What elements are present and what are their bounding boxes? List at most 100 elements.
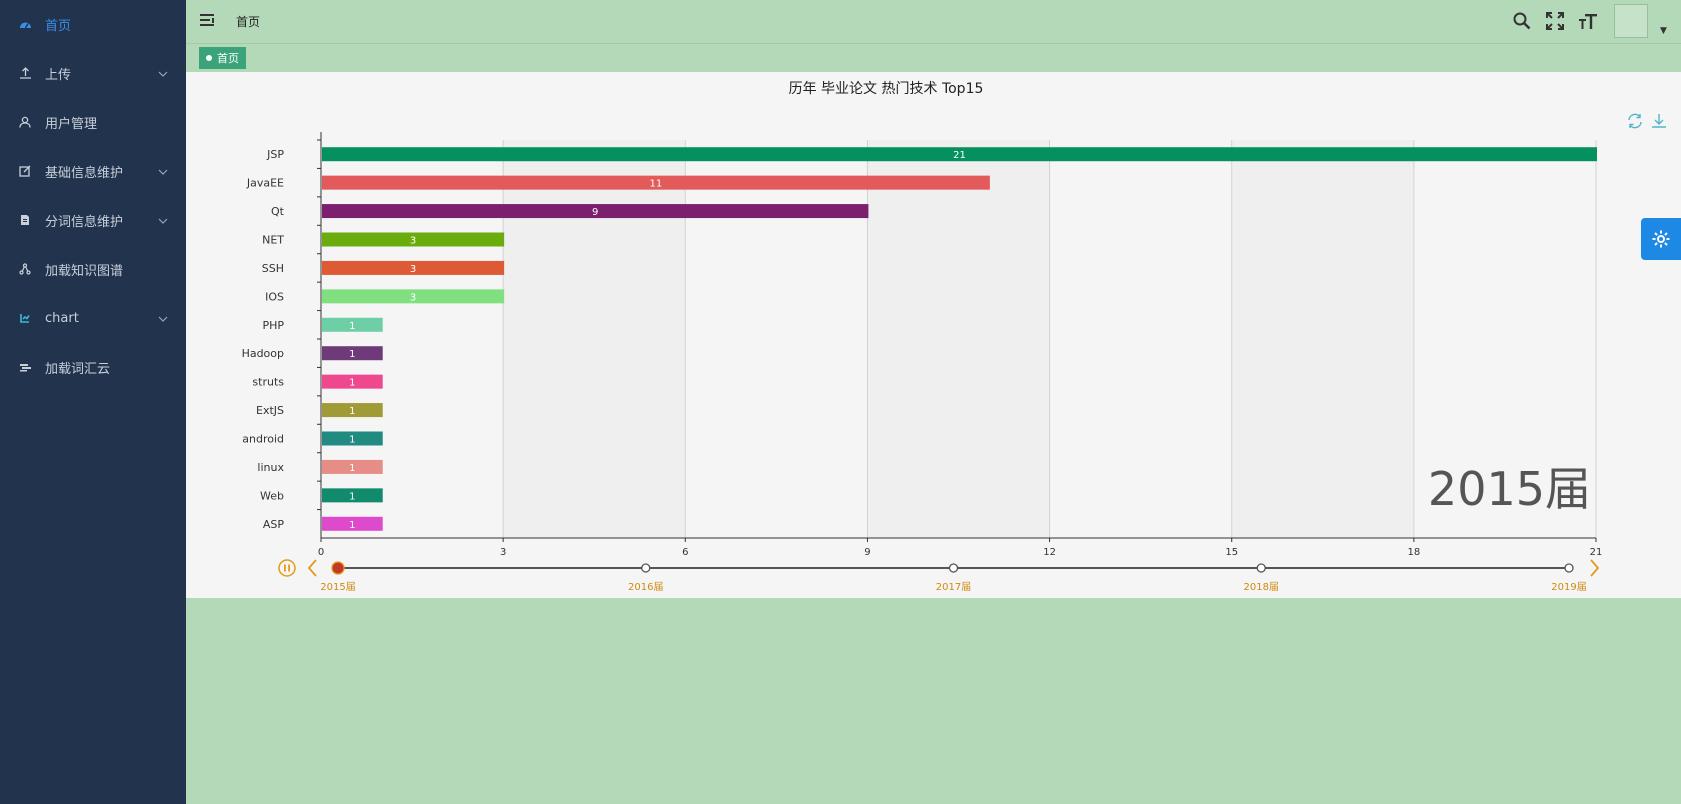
sidebar: 首页上传用户管理基础信息维护 分词信息维护 加载知识图谱 chart 加载词汇云 [0, 0, 186, 804]
avatar-dropdown-caret-icon[interactable]: ▼ [1660, 26, 1667, 36]
settings-gear-icon[interactable] [1641, 218, 1681, 260]
category-label: struts [252, 376, 284, 389]
timeline-point[interactable] [331, 561, 345, 575]
font-size-icon[interactable] [1577, 10, 1599, 32]
x-tick-label: 15 [1225, 547, 1238, 558]
bar [322, 175, 990, 190]
edit-icon [18, 164, 32, 178]
timeline-label[interactable]: 2015届 [320, 581, 355, 593]
cloud-icon [18, 360, 32, 374]
avatar[interactable] [1614, 4, 1648, 38]
timeline-point[interactable] [948, 563, 959, 573]
sidebar-item-3[interactable]: 基础信息维护 [0, 151, 186, 191]
sidebar-item-label: 分词信息维护 [45, 214, 124, 230]
bar [322, 374, 383, 389]
category-label: Hadoop [242, 347, 284, 360]
document-icon [18, 213, 32, 227]
bar [322, 488, 383, 503]
year-watermark: 2015届 [1428, 462, 1591, 516]
sidebar-item-label: 上传 [45, 67, 72, 83]
x-tick-label: 6 [682, 547, 688, 558]
category-label: Web [260, 489, 284, 502]
timeline-label[interactable]: 2019届 [1551, 581, 1586, 593]
restore-icon[interactable] [1628, 113, 1642, 129]
bar [322, 431, 383, 446]
top-header: 首页 ▼ [186, 0, 1681, 44]
sidebar-item-label: 加载知识图谱 [45, 263, 124, 279]
sidebar-item-1[interactable]: 上传 [0, 53, 186, 93]
sidebar-item-6[interactable]: chart [0, 298, 186, 338]
tag-active-dot-icon [206, 55, 212, 61]
bar [322, 232, 505, 247]
chevron-down-icon [158, 165, 168, 178]
sidebar-item-5[interactable]: 加载知识图谱 [0, 249, 186, 289]
timeline-label[interactable]: 2016届 [628, 581, 663, 593]
search-icon[interactable] [1511, 10, 1533, 32]
timeline-point[interactable] [641, 563, 651, 573]
bar-value-label: 1 [349, 520, 355, 531]
bar-value-label: 3 [410, 236, 416, 247]
chart-title: 历年 毕业论文 热门技术 Top15 [789, 81, 984, 97]
timeline-label[interactable]: 2018届 [1244, 581, 1279, 593]
bar-value-label: 1 [349, 491, 355, 502]
tags-view: 首页 [186, 44, 1681, 72]
sidebar-item-0[interactable]: 首页 [0, 4, 186, 44]
sidebar-item-label: 加载词汇云 [45, 361, 111, 377]
bar-value-label: 3 [410, 292, 416, 303]
tag-home[interactable]: 首页 [199, 47, 246, 69]
sidebar-item-label: 基础信息维护 [45, 165, 124, 181]
bar [322, 459, 383, 474]
category-label: ExtJS [256, 404, 284, 417]
bar-value-label: 11 [650, 179, 663, 190]
download-icon[interactable] [1652, 114, 1666, 128]
bar-value-label: 1 [349, 378, 355, 389]
bar [322, 147, 1597, 162]
category-label: linux [257, 461, 284, 474]
timeline-point[interactable] [1256, 563, 1266, 573]
user-icon [18, 115, 32, 129]
bar [322, 289, 505, 304]
category-label: PHP [262, 319, 284, 332]
bar-value-label: 1 [349, 321, 355, 332]
category-label: android [242, 433, 284, 446]
bar-value-label: 1 [349, 463, 355, 474]
grid-band [503, 140, 686, 538]
timeline-label[interactable]: 2017届 [936, 581, 971, 593]
x-tick-label: 9 [864, 547, 870, 558]
sidebar-item-label: 首页 [45, 18, 72, 34]
timeline-prev-icon[interactable] [307, 559, 317, 577]
category-label: JavaEE [246, 177, 284, 190]
category-label: SSH [262, 262, 284, 275]
sidebar-item-2[interactable]: 用户管理 [0, 102, 186, 142]
chart-icon [18, 311, 32, 325]
chevron-down-icon [158, 67, 168, 80]
category-label: NET [262, 234, 284, 247]
category-label: IOS [265, 290, 284, 303]
fullscreen-icon[interactable] [1544, 10, 1566, 32]
bar [322, 204, 869, 219]
sidebar-item-7[interactable]: 加载词汇云 [0, 347, 186, 387]
bar [322, 403, 383, 418]
upload-icon [18, 66, 32, 80]
pause-button[interactable] [278, 559, 296, 577]
graph-icon [18, 262, 32, 276]
category-label: Qt [271, 205, 285, 218]
timeline-next-icon[interactable] [1590, 559, 1600, 577]
timeline-point[interactable] [1564, 563, 1574, 573]
bar-value-label: 1 [349, 406, 355, 417]
bar [322, 346, 383, 361]
bar-value-label: 21 [953, 150, 966, 161]
grid-band [867, 140, 1050, 538]
bar-value-label: 1 [349, 435, 355, 446]
sidebar-item-4[interactable]: 分词信息维护 [0, 200, 186, 240]
menu-toggle-icon[interactable] [200, 14, 216, 28]
bar [322, 260, 505, 275]
sidebar-item-label: chart [45, 310, 79, 326]
chevron-down-icon [158, 214, 168, 227]
x-tick-label: 3 [500, 547, 506, 558]
chart-panel: 历年 毕业论文 热门技术 Top15 JSP 21 JavaEE 11 Qt 9 NET 3 SS… [186, 72, 1681, 598]
x-tick-label: 18 [1407, 547, 1420, 558]
grid-band [1231, 140, 1414, 538]
sidebar-item-label: 用户管理 [45, 116, 98, 132]
